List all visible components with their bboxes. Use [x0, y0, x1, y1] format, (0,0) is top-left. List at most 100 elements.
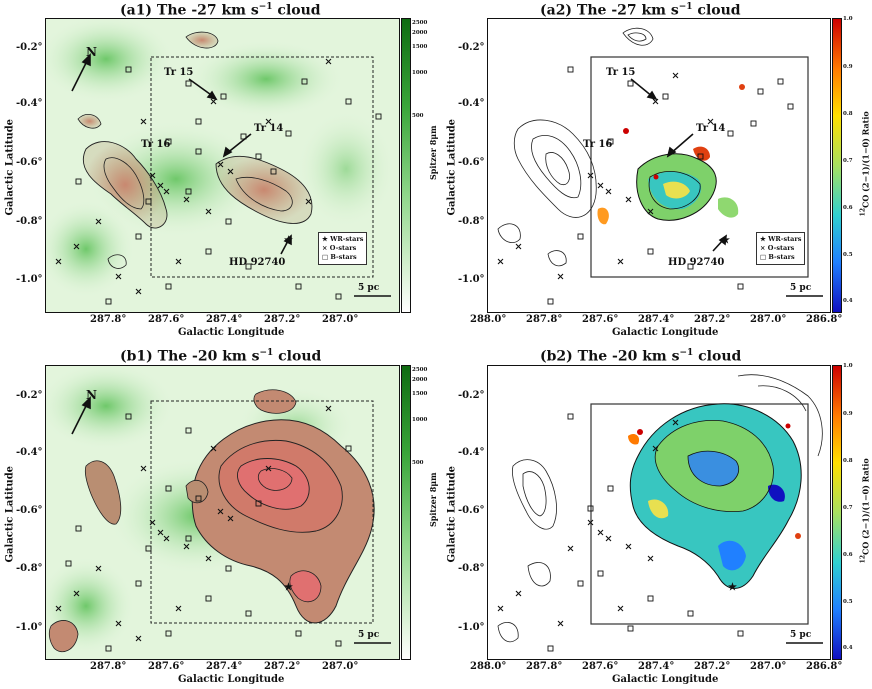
cb-tick: 0.9	[843, 411, 853, 417]
label-tr14: Tr 14	[254, 123, 284, 134]
cb-tick: 0.7	[843, 505, 853, 511]
ratio-colorbar-label: 12CO (2−1)/(1−0) Ratio	[859, 458, 871, 564]
y-axis-label: Galactic Latitude	[446, 118, 458, 216]
spitzer-background: ★	[46, 366, 399, 659]
cb-tick: 2500	[412, 367, 428, 373]
cb-tick: 0.8	[843, 111, 853, 117]
ratio-map: ★	[497, 27, 823, 305]
ratio-colorbar-label: 12CO (2−1)/(1−0) Ratio	[859, 111, 871, 217]
x-tick: 286.8°	[806, 314, 843, 325]
spitzer-colorbar	[401, 18, 411, 313]
svg-text:★: ★	[728, 582, 737, 593]
x-tick: 288.0°	[470, 314, 507, 325]
label-hd92740: HD 92740	[229, 257, 286, 268]
y-tick: -0.4°	[458, 447, 485, 458]
x-tick: 287.6°	[148, 314, 185, 325]
cb-tick: 500	[412, 113, 424, 119]
svg-text:★: ★	[284, 582, 293, 593]
cb-tick: 1000	[412, 417, 428, 423]
cb-tick: 0.5	[843, 599, 853, 605]
label-hd92740: HD 92740	[668, 257, 725, 268]
panel-b1-map: ★ N 5 pc	[45, 365, 400, 660]
star-legend: ★ WR-stars × O-stars □ B-stars	[756, 232, 806, 265]
panel-a1-title: (a1) The -27 km s−1 cloud	[120, 2, 321, 19]
cb-tick: 2500	[412, 20, 428, 26]
ratio-colorbar	[832, 365, 842, 660]
label-tr15: Tr 15	[164, 67, 194, 78]
cb-tick: 500	[412, 460, 424, 466]
y-tick: -0.2°	[458, 42, 485, 53]
ratio-map: ★	[497, 374, 823, 652]
panel-b2-title: (b2) The -20 km s−1 cloud	[540, 348, 742, 365]
y-axis-label: Galactic Latitude	[4, 118, 16, 216]
x-axis-label: Galactic Longitude	[178, 327, 285, 338]
y-tick: -1.0°	[16, 622, 43, 633]
x-axis-label: Galactic Longitude	[178, 674, 285, 685]
cb-tick: 1.0	[843, 16, 853, 22]
x-tick: 287.4°	[638, 661, 675, 672]
y-tick: -0.8°	[458, 563, 485, 574]
panel-a2-title: (a2) The -27 km s−1 cloud	[540, 2, 741, 19]
x-tick: 286.8°	[806, 661, 843, 672]
y-tick: -0.4°	[458, 98, 485, 109]
ratio-colorbar	[832, 18, 842, 313]
panel-a2-map: ★ Tr 15 Tr 14 Tr 16 HD 92740 ★ WR-stars …	[487, 18, 831, 313]
label-tr14: Tr 14	[696, 123, 726, 134]
x-axis-label: Galactic Longitude	[612, 327, 719, 338]
x-tick: 287.6°	[148, 661, 185, 672]
y-axis-label: Galactic Latitude	[4, 465, 16, 563]
cb-tick: 0.6	[843, 205, 853, 211]
cb-tick: 1500	[412, 44, 428, 50]
x-tick: 287.8°	[90, 661, 127, 672]
y-tick: -0.6°	[16, 157, 43, 168]
x-tick: 287.2°	[694, 661, 731, 672]
spitzer-colorbar-label: Spitzer 8μm	[428, 125, 438, 180]
spitzer-colorbar	[401, 365, 411, 660]
scale-bar-label: 5 pc	[790, 283, 812, 293]
y-tick: -0.2°	[458, 390, 485, 401]
cb-tick: 0.7	[843, 158, 853, 164]
y-tick: -0.6°	[16, 505, 43, 516]
cb-tick: 0.6	[843, 552, 853, 558]
y-tick: -0.6°	[458, 157, 485, 168]
cb-tick: 0.4	[843, 298, 853, 304]
o-star-markers	[55, 58, 332, 295]
panel-b2-map: ★ 5 pc	[487, 365, 831, 660]
x-tick: 287.6°	[582, 314, 619, 325]
y-tick: -1.0°	[458, 274, 485, 285]
cb-tick: 0.9	[843, 64, 853, 70]
x-tick: 287.4°	[206, 314, 243, 325]
x-tick: 287.4°	[206, 661, 243, 672]
x-tick: 287.4°	[638, 314, 675, 325]
scale-bar-label: 5 pc	[790, 630, 812, 640]
cb-tick: 0.5	[843, 252, 853, 258]
x-tick: 287.2°	[694, 314, 731, 325]
x-tick: 287.0°	[750, 314, 787, 325]
y-tick: -0.2°	[16, 390, 43, 401]
spitzer-background: ★	[46, 19, 399, 312]
cb-tick: 1000	[412, 70, 428, 76]
y-tick: -0.6°	[458, 505, 485, 516]
x-tick: 287.8°	[526, 314, 563, 325]
north-label: N	[86, 388, 97, 402]
cb-tick: 0.8	[843, 458, 853, 464]
y-tick: -0.4°	[16, 98, 43, 109]
star-legend: ★ WR-stars × O-stars □ B-stars	[318, 232, 368, 265]
y-tick: -1.0°	[458, 622, 485, 633]
y-tick: -0.8°	[16, 216, 43, 227]
x-tick: 287.2°	[264, 661, 301, 672]
y-tick: -1.0°	[16, 274, 43, 285]
x-tick: 287.0°	[750, 661, 787, 672]
x-tick: 288.0°	[470, 661, 507, 672]
cb-tick: 1500	[412, 391, 428, 397]
y-tick: -0.8°	[458, 216, 485, 227]
x-tick: 287.8°	[90, 314, 127, 325]
x-tick: 287.2°	[264, 314, 301, 325]
cb-tick: 2000	[412, 30, 428, 36]
scale-bar-label: 5 pc	[358, 630, 380, 640]
y-axis-label: Galactic Latitude	[446, 465, 458, 563]
y-tick: -0.4°	[16, 447, 43, 458]
label-tr16: Tr 16	[583, 139, 613, 150]
cb-tick: 1.0	[843, 363, 853, 369]
x-tick: 287.0°	[322, 314, 359, 325]
